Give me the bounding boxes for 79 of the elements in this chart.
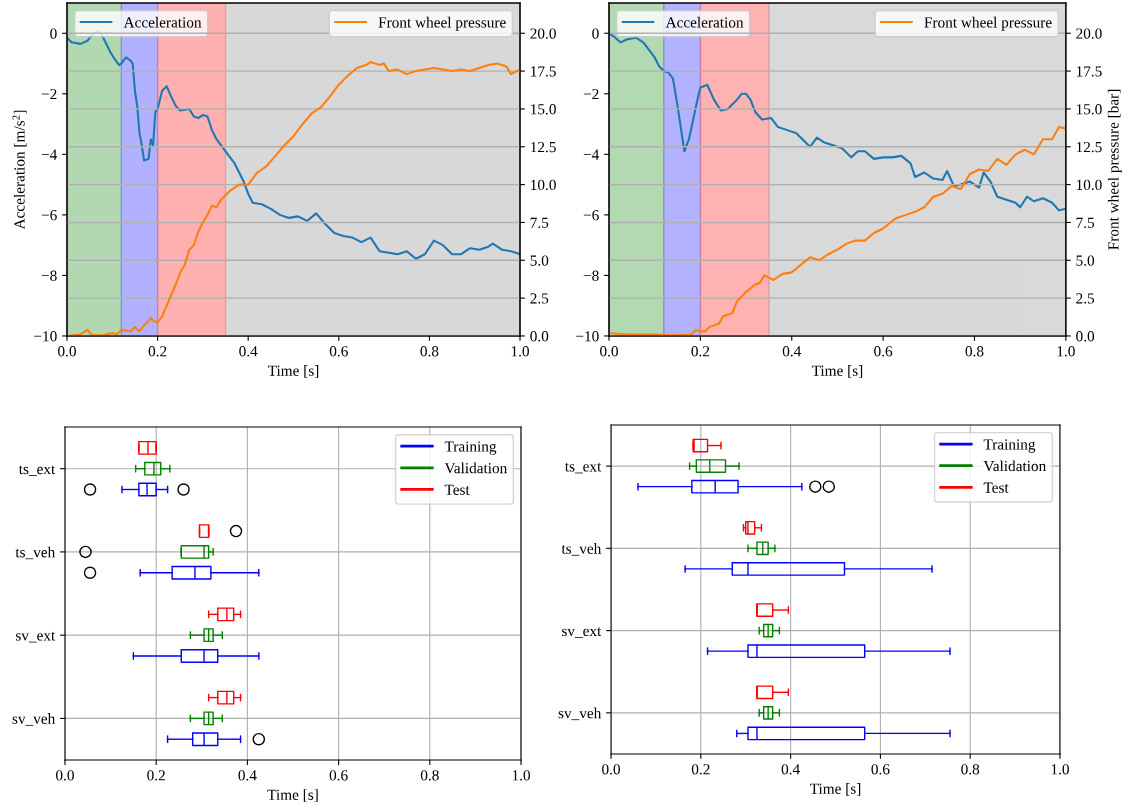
x-tick-label: 1.0 [511,346,529,357]
y-tick-label: ts_veh [561,543,602,556]
x-tick-label: 0.4 [238,770,257,781]
y-tick-label: ts_ext [564,462,602,474]
y-tick-label: −10 [576,331,599,342]
y-tick-label: sv_veh [12,713,56,726]
legend-label: Front wheel pressure [924,16,1052,31]
y2-tick-label: 15.0 [1076,104,1102,115]
y2-tick-label: 12.5 [531,141,556,153]
x-tick-label: 1.0 [1057,346,1075,357]
y-tick-label: −4 [41,149,58,160]
x-tick-label: 0.4 [239,346,258,357]
y2-tick-label: 2.5 [1076,293,1095,304]
x-tick-label: 0.6 [874,346,893,357]
y-tick-label: −2 [41,88,57,100]
x-tick-label: 0.8 [965,346,984,357]
y2-tick-label: 5.0 [530,255,549,266]
y2-tick-label: 20.0 [1076,28,1102,39]
x-axis-title: Time [s] [811,365,863,378]
x-tick-label: 0.8 [961,764,980,775]
y2-tick-label: 7.5 [530,217,549,228]
y2-tick-label: 7.5 [1076,217,1095,228]
x-tick-label: 0.6 [871,764,890,775]
y2-tick-label: 20.0 [530,28,556,39]
y-tick-label: −8 [41,270,57,281]
y2-tick-label: 17.5 [531,66,556,77]
x-tick-label: 0.0 [58,346,76,357]
y-tick-label: −2 [583,88,599,100]
x-tick-label: 1.0 [1051,764,1069,775]
y2-tick-label: 10.0 [531,179,556,191]
x-axis-title: Time [s] [809,783,861,796]
y-tick-label: sv_ext [562,627,602,638]
x-tick-label: 0.4 [781,764,800,775]
legend-label: Test [983,482,1009,493]
y-tick-label: ts_veh [15,546,56,560]
x-tick-label: 0.0 [600,346,618,357]
y-tick-label: −10 [34,331,57,342]
y2-tick-label: 5.0 [1076,255,1095,266]
y2-tick-label: 0.0 [1076,331,1095,342]
y-tick-label: −6 [583,210,599,221]
x-tick-label: 0.6 [329,346,348,357]
x-tick-label: 0.8 [420,346,439,357]
y2-tick-label: 12.5 [1076,141,1102,153]
x-tick-label: 0.2 [691,764,710,775]
x-tick-label: 0.2 [148,346,167,357]
x-tick-label: 1.0 [512,770,530,781]
x-tick-label: 0.0 [602,764,620,775]
y2-tick-label: 2.5 [530,293,549,304]
x-tick-label: 0.4 [782,346,802,357]
y-axis-title: Acceleration [m/s$^{2}$] [12,110,27,230]
x-tick-label: 0.2 [691,346,710,357]
y-tick-label: −4 [583,149,600,160]
y2-tick-label: 0.0 [530,331,549,342]
legend-label: Front wheel pressure [378,16,506,31]
y2-tick-label: 17.5 [1076,66,1102,77]
legend-label: Validation [444,462,508,474]
legend-label: Test [444,484,470,495]
x-tick-label: 0.0 [56,770,74,781]
line-series [609,32,1066,212]
y-tick-label: ts_ext [18,465,56,476]
x-tick-label: 0.6 [329,770,348,781]
y2-axis-title: Front wheel pressure [bar] [1107,89,1122,250]
x-axis-title: Time [s] [267,789,318,802]
y2-tick-label: 15.0 [531,104,556,115]
y-tick-label: 0 [592,28,599,39]
y-tick-label: sv_ext [15,631,56,643]
x-tick-label: 0.2 [147,770,165,781]
x-axis-title: Time [s] [267,365,319,378]
legend-label: Acceleration [123,16,202,28]
y-tick-label: −6 [41,210,57,221]
legend-label: Acceleration [665,16,744,28]
legend-label: Training [983,439,1036,453]
y-tick-label: sv_veh [558,707,602,721]
x-tick-label: 0.8 [420,770,439,781]
y2-tick-label: 10.0 [1076,179,1102,191]
legend-label: Validation [983,460,1046,472]
y-tick-label: −8 [583,270,599,281]
y-tick-label: 0 [50,28,57,39]
legend-label: Training [444,441,497,455]
